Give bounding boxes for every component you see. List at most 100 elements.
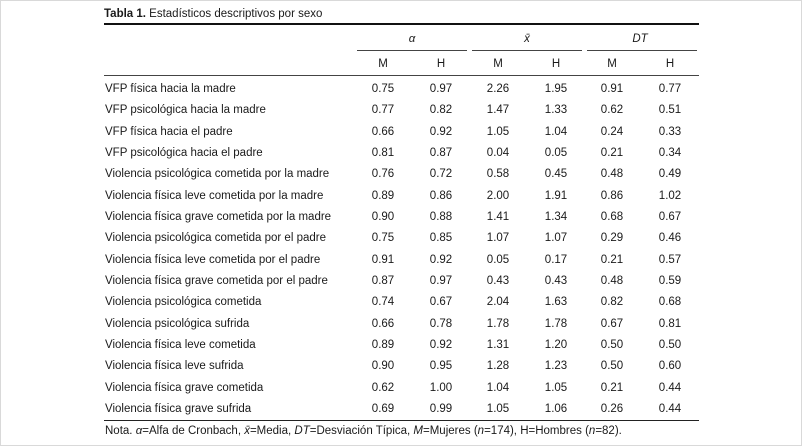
table-cell: 0.58 — [486, 168, 510, 180]
group-rule-alpha — [357, 50, 467, 51]
table-cell: 0.91 — [600, 83, 624, 95]
table-cell: 0.82 — [600, 296, 624, 308]
row-label: VFP física hacia el padre — [105, 126, 233, 138]
table-cell: 0.72 — [429, 168, 453, 180]
table-cell: 1.04 — [486, 382, 510, 394]
table-cell: 0.97 — [429, 275, 453, 287]
subheader-mean-h: H — [551, 58, 561, 70]
table-cell: 1.63 — [544, 296, 568, 308]
table-cell: 2.00 — [486, 190, 510, 202]
note-n1: n — [477, 425, 485, 437]
table-cell: 0.21 — [600, 254, 624, 266]
table-cell: 0.95 — [429, 360, 453, 372]
row-label: Violencia física leve cometida por la ma… — [105, 190, 324, 202]
table-cell: 0.33 — [658, 126, 682, 138]
row-label: Violencia física grave cometida — [105, 382, 264, 394]
table-cell: 0.66 — [371, 126, 395, 138]
row-label: Violencia física grave cometida por la m… — [105, 211, 332, 223]
row-label: Violencia física leve sufrida — [105, 360, 244, 372]
table-cell: 0.62 — [371, 382, 395, 394]
table-cell: 0.90 — [371, 360, 395, 372]
table-cell: 0.05 — [544, 147, 568, 159]
table-cell: 0.89 — [371, 339, 395, 351]
table-cell: 0.50 — [600, 339, 624, 351]
table-cell: 0.60 — [658, 360, 682, 372]
table-cell: 0.50 — [600, 360, 624, 372]
row-label: Violencia psicológica sufrida — [105, 318, 250, 330]
table-cell: 1.41 — [486, 211, 510, 223]
table-cell: 1.31 — [486, 339, 510, 351]
table-cell: 0.68 — [658, 296, 682, 308]
note-dt: DT — [294, 425, 310, 437]
note-m: M — [413, 425, 424, 437]
header-rule — [104, 75, 699, 76]
row-label: Violencia física grave sufrida — [105, 403, 252, 415]
row-label: Violencia física grave cometida por el p… — [105, 275, 328, 287]
table-cell: 0.74 — [371, 296, 395, 308]
table-cell: 0.43 — [544, 275, 568, 287]
bottom-rule — [104, 420, 699, 421]
table-cell: 0.62 — [600, 104, 624, 116]
row-label: VFP psicológica hacia el padre — [105, 147, 263, 159]
table-cell: 0.75 — [371, 232, 395, 244]
note-mean: x̄ — [244, 425, 250, 437]
table-cell: 0.81 — [658, 318, 682, 330]
table-cell: 0.76 — [371, 168, 395, 180]
table-cell: 0.67 — [658, 211, 682, 223]
table-cell: 0.89 — [371, 190, 395, 202]
table-cell: 0.78 — [429, 318, 453, 330]
table-cell: 1.05 — [544, 382, 568, 394]
note-text-1: =Alfa de Cronbach, — [142, 425, 245, 437]
table-cell: 0.44 — [658, 382, 682, 394]
table-cell: 0.17 — [544, 254, 568, 266]
row-label: Violencia física leve cometida por el pa… — [105, 254, 321, 266]
table-cell: 0.04 — [486, 147, 510, 159]
table-cell: 0.77 — [371, 104, 395, 116]
subheader-alpha-m: M — [378, 58, 388, 70]
table-cell: 1.91 — [544, 190, 568, 202]
table-cell: 1.07 — [486, 232, 510, 244]
table-cell: 2.26 — [486, 83, 510, 95]
caption-text: Estadísticos descriptivos por sexo — [149, 8, 323, 20]
table-cell: 0.92 — [429, 339, 453, 351]
note-n2: n — [588, 425, 596, 437]
table-cell: 1.02 — [658, 190, 682, 202]
table-cell: 0.88 — [429, 211, 453, 223]
table-cell: 1.78 — [544, 318, 568, 330]
row-label: Violencia psicológica cometida — [105, 296, 262, 308]
table-cell: 0.50 — [658, 339, 682, 351]
table-cell: 0.87 — [371, 275, 395, 287]
row-label: Violencia psicológica cometida por la ma… — [105, 168, 330, 180]
table-cell: 1.95 — [544, 83, 568, 95]
table-cell: 1.05 — [486, 403, 510, 415]
table-cell: 0.21 — [600, 147, 624, 159]
table-cell: 0.92 — [429, 126, 453, 138]
table-cell: 0.99 — [429, 403, 453, 415]
table-cell: 0.77 — [658, 83, 682, 95]
table-cell: 1.28 — [486, 360, 510, 372]
table-cell: 0.92 — [429, 254, 453, 266]
table-cell: 1.78 — [486, 318, 510, 330]
note-alpha: α — [135, 425, 143, 437]
table-cell: 0.21 — [600, 382, 624, 394]
table-cell: 0.90 — [371, 211, 395, 223]
row-label: Violencia psicológica cometida por el pa… — [105, 232, 326, 244]
table-cell: 0.48 — [600, 168, 624, 180]
caption-label: Tabla 1. — [104, 8, 146, 20]
row-label: VFP física hacia la madre — [105, 83, 236, 95]
table-cell: 0.67 — [429, 296, 453, 308]
group-rule-mean — [472, 50, 582, 51]
table-cell: 0.46 — [658, 232, 682, 244]
subheader-dt-m: M — [607, 58, 617, 70]
table-cell: 0.91 — [371, 254, 395, 266]
note-text-3: =Desviación Típica, — [309, 425, 414, 437]
group-rule-dt — [587, 50, 697, 51]
table-cell: 2.04 — [486, 296, 510, 308]
table-cell: 0.29 — [600, 232, 624, 244]
note-text-5: =174), H=Hombres ( — [484, 425, 589, 437]
table-cell: 0.66 — [371, 318, 395, 330]
table-cell: 0.57 — [658, 254, 682, 266]
header-mean: x̄ — [524, 33, 530, 45]
table-cell: 1.07 — [544, 232, 568, 244]
